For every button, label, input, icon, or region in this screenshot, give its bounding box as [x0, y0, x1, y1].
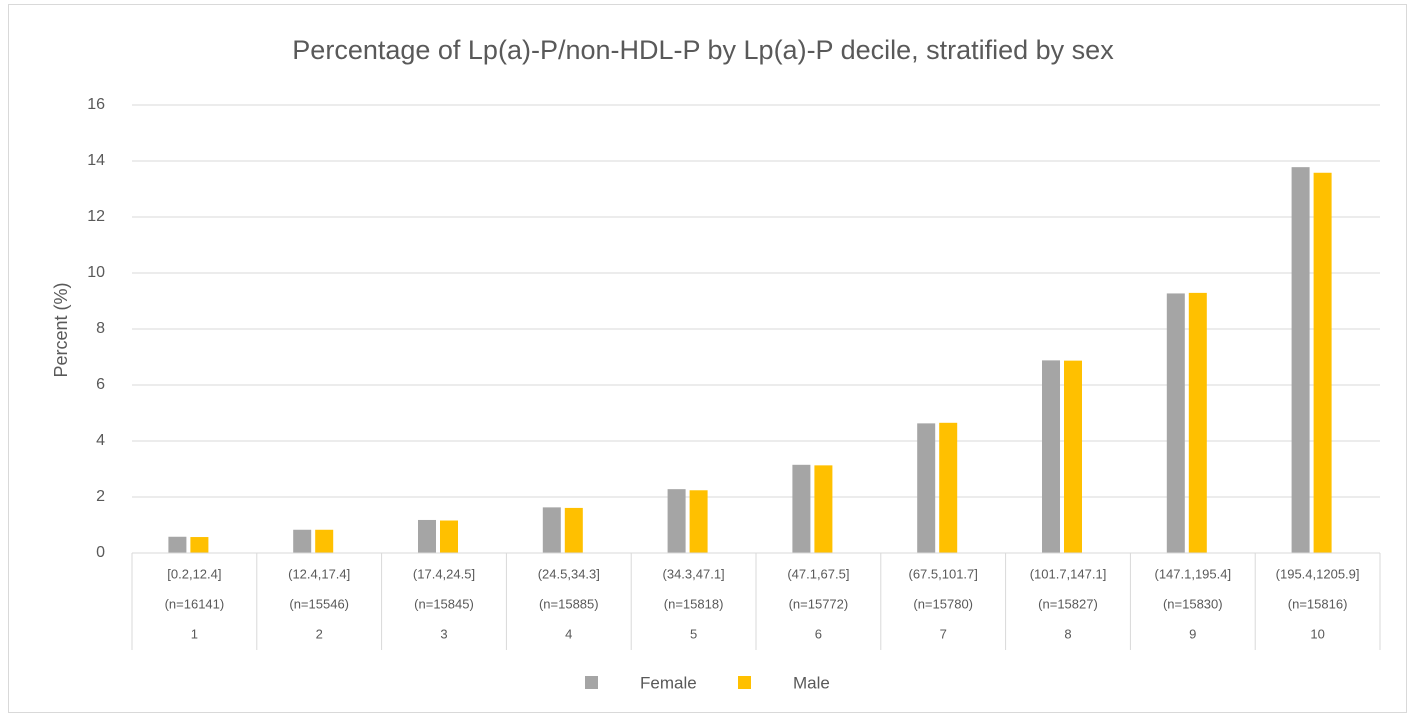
x-range-label: (17.4,24.5] — [413, 566, 475, 581]
y-tick-label: 4 — [96, 432, 105, 449]
x-count-label: (n=15830) — [1163, 596, 1223, 611]
x-range-label: (47.1,67.5] — [787, 566, 849, 581]
y-tick-label: 14 — [87, 152, 105, 169]
y-axis-label: Percent (%) — [51, 282, 71, 377]
x-range-label: (195.4,1205.9] — [1276, 566, 1360, 581]
x-count-label: (n=15816) — [1288, 596, 1348, 611]
bar — [1166, 293, 1185, 553]
x-range-label: (12.4,17.4] — [288, 566, 350, 581]
bar — [667, 489, 686, 553]
y-tick-label: 2 — [96, 488, 105, 505]
x-count-label: (n=15827) — [1038, 596, 1098, 611]
y-tick-label: 6 — [96, 376, 105, 393]
bar — [1313, 172, 1332, 553]
x-tick-label: 2 — [316, 626, 323, 641]
x-range-label: (101.7,147.1] — [1030, 566, 1107, 581]
bar — [315, 529, 334, 553]
x-count-label: (n=15885) — [539, 596, 599, 611]
x-range-label: [0.2,12.4] — [167, 566, 221, 581]
x-range-label: (34.3,47.1] — [663, 566, 725, 581]
x-tick-label: 5 — [690, 626, 697, 641]
bar — [1042, 360, 1060, 553]
x-count-label: (n=15772) — [789, 596, 849, 611]
x-tick-label: 9 — [1189, 626, 1196, 641]
bar — [440, 520, 458, 553]
x-tick-label: 1 — [191, 626, 198, 641]
x-count-label: (n=16141) — [165, 596, 225, 611]
chart-title: Percentage of Lp(a)-P/non-HDL-P by Lp(a)… — [292, 35, 1114, 65]
bar — [1064, 360, 1082, 553]
legend-label: Female — [640, 673, 697, 692]
bar — [1188, 292, 1207, 553]
bar — [1291, 167, 1310, 553]
bar — [689, 490, 708, 553]
bar — [293, 529, 312, 553]
x-tick-label: 10 — [1310, 626, 1324, 641]
legend-label: Male — [793, 673, 830, 692]
y-tick-label: 0 — [96, 544, 105, 561]
x-tick-label: 3 — [440, 626, 447, 641]
legend-swatch — [585, 676, 598, 689]
x-count-label: (n=15780) — [913, 596, 973, 611]
x-count-label: (n=15818) — [664, 596, 724, 611]
x-tick-label: 8 — [1064, 626, 1071, 641]
bar — [564, 507, 583, 553]
bar — [542, 507, 561, 553]
x-tick-label: 4 — [565, 626, 572, 641]
bar — [418, 519, 436, 553]
bar — [792, 464, 811, 553]
x-range-label: (67.5,101.7] — [909, 566, 978, 581]
bar — [939, 422, 958, 553]
bar — [814, 465, 833, 553]
legend-swatch — [738, 676, 751, 689]
x-range-label: (24.5,34.3] — [538, 566, 600, 581]
x-range-label: (147.1,195.4] — [1154, 566, 1231, 581]
x-count-label: (n=15845) — [414, 596, 474, 611]
x-tick-label: 6 — [815, 626, 822, 641]
bar — [917, 423, 936, 553]
bar — [168, 536, 187, 553]
y-tick-label: 8 — [96, 320, 105, 337]
x-tick-label: 7 — [940, 626, 947, 641]
y-tick-label: 10 — [87, 264, 105, 281]
y-tick-label: 16 — [87, 96, 105, 113]
y-tick-label: 12 — [87, 208, 105, 225]
x-count-label: (n=15546) — [289, 596, 349, 611]
bar — [190, 537, 209, 553]
